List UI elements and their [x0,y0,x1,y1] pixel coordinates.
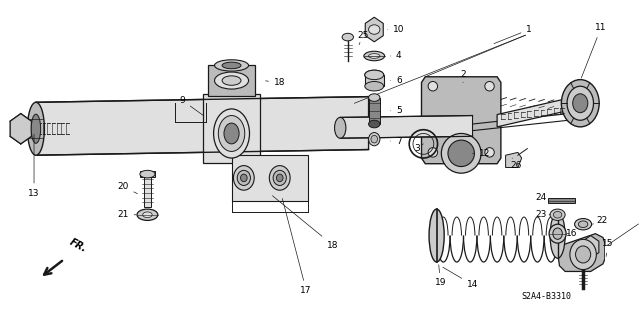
Text: 12: 12 [472,149,490,158]
Ellipse shape [237,170,250,185]
Ellipse shape [369,94,380,101]
Text: 26: 26 [510,158,522,170]
Ellipse shape [573,94,588,113]
Polygon shape [422,77,501,164]
Ellipse shape [364,51,385,61]
Polygon shape [497,99,567,127]
Text: 8: 8 [607,214,640,245]
Polygon shape [203,94,260,163]
Ellipse shape [137,209,158,220]
Text: 21: 21 [117,210,136,219]
Bar [232,155,308,201]
Ellipse shape [234,166,254,190]
Ellipse shape [485,148,494,157]
Polygon shape [208,66,255,96]
Text: 13: 13 [28,135,40,197]
Ellipse shape [369,133,380,146]
Ellipse shape [335,117,346,138]
Bar [143,174,151,207]
Text: 16: 16 [566,229,577,238]
Ellipse shape [31,114,40,143]
Ellipse shape [448,140,474,167]
Ellipse shape [485,81,494,91]
Polygon shape [506,152,522,168]
Ellipse shape [575,218,591,230]
Text: FR.: FR. [68,237,88,255]
Text: S2A4-B3310: S2A4-B3310 [521,293,572,301]
Ellipse shape [214,72,248,89]
Polygon shape [557,234,605,272]
Text: 9: 9 [180,96,204,116]
Ellipse shape [429,209,444,262]
Ellipse shape [428,148,438,157]
Ellipse shape [222,62,241,69]
Ellipse shape [273,170,286,185]
Ellipse shape [442,134,481,173]
Text: 7: 7 [390,136,402,146]
Text: 18: 18 [273,196,339,250]
Text: 14: 14 [443,267,478,289]
Polygon shape [10,114,31,144]
Polygon shape [36,97,369,155]
Text: 20: 20 [117,182,138,194]
Ellipse shape [369,120,380,128]
Text: 10: 10 [387,25,404,34]
Ellipse shape [567,86,593,120]
Ellipse shape [269,166,290,190]
Polygon shape [582,236,599,258]
Ellipse shape [550,209,565,220]
Ellipse shape [214,60,248,71]
Ellipse shape [549,224,566,243]
Ellipse shape [570,239,596,270]
Ellipse shape [222,76,241,85]
Text: 23: 23 [535,210,550,219]
Ellipse shape [241,174,247,182]
Ellipse shape [369,54,380,58]
Bar [365,75,384,86]
Ellipse shape [214,109,250,158]
Ellipse shape [369,25,380,34]
Ellipse shape [553,228,563,239]
Text: 17: 17 [282,198,312,295]
Text: 22: 22 [593,216,607,225]
Ellipse shape [575,246,591,263]
Text: 19: 19 [435,265,446,287]
Bar [369,98,380,124]
Text: 18: 18 [266,78,285,87]
Polygon shape [340,115,472,138]
Ellipse shape [276,174,283,182]
Text: 5: 5 [390,106,402,115]
Polygon shape [140,171,155,177]
Ellipse shape [561,80,599,127]
Ellipse shape [428,81,438,91]
Ellipse shape [224,123,239,144]
Text: 3: 3 [414,144,424,153]
Ellipse shape [579,221,588,227]
Ellipse shape [143,212,152,218]
Text: 24: 24 [535,193,549,202]
Text: 1: 1 [494,25,532,44]
Bar [548,198,575,204]
Text: 15: 15 [602,238,613,256]
Ellipse shape [140,170,155,178]
Ellipse shape [342,33,353,41]
Ellipse shape [365,70,384,80]
Ellipse shape [218,115,244,151]
Ellipse shape [554,211,562,218]
Ellipse shape [371,135,378,143]
Ellipse shape [550,213,565,258]
Text: 25: 25 [357,31,369,45]
Text: 4: 4 [390,52,402,60]
Ellipse shape [28,102,44,155]
Ellipse shape [365,81,384,91]
Polygon shape [365,17,383,42]
Text: 11: 11 [581,23,607,78]
Ellipse shape [365,70,384,80]
Text: 6: 6 [390,76,402,85]
Text: 2: 2 [460,70,466,82]
